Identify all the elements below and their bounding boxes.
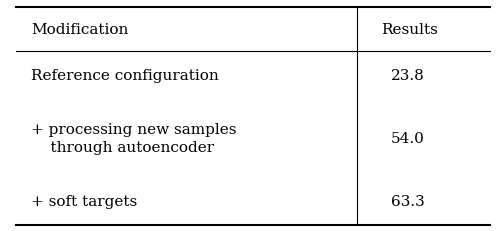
Text: Reference configuration: Reference configuration xyxy=(31,69,219,83)
Text: + processing new samples
    through autoencoder: + processing new samples through autoenc… xyxy=(31,123,237,154)
Text: 23.8: 23.8 xyxy=(391,69,425,83)
Text: Modification: Modification xyxy=(31,23,128,37)
Text: Results: Results xyxy=(381,23,438,37)
Text: 63.3: 63.3 xyxy=(391,194,425,208)
Text: + soft targets: + soft targets xyxy=(31,194,137,208)
Text: 54.0: 54.0 xyxy=(391,131,425,145)
